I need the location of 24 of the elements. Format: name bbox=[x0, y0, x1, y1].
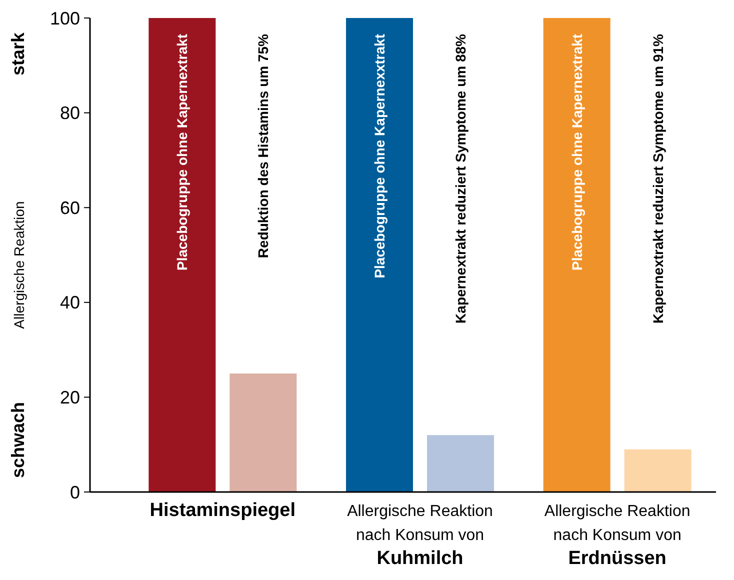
y-axis-title: Allergische Reaktion bbox=[11, 201, 27, 329]
bar bbox=[543, 18, 610, 492]
y-tick-label: 100 bbox=[50, 8, 80, 28]
text: stark bbox=[8, 31, 28, 76]
x-tick-label: Allergische Reaktion nach Konsum von Erdnüssen bbox=[544, 503, 690, 569]
bar bbox=[230, 374, 297, 492]
annotation: Kapernextrakt reduziert Symptome um 91% bbox=[650, 33, 666, 324]
bar bbox=[427, 435, 494, 492]
bar bbox=[624, 449, 692, 492]
bar bbox=[346, 18, 413, 492]
annotation: Placebogruppe ohne Kapernextrakt bbox=[568, 34, 585, 271]
x-tick-label: Allergische Reaktion nach Konsum von Kuhmilch bbox=[347, 503, 493, 569]
annotation: Kapernextrakt reduziert Symptome um 88% bbox=[452, 33, 468, 324]
y-tick-label: 40 bbox=[60, 292, 80, 313]
annotation: Placebogruppe ohne Kapernexxtrakt bbox=[372, 34, 388, 278]
bar bbox=[148, 18, 216, 492]
text: schwach bbox=[8, 402, 28, 478]
annotation: Reduktion des Histamins um 75% bbox=[255, 33, 272, 258]
x-tick-label: Histaminspiegel bbox=[150, 500, 296, 521]
y-tick-label: 80 bbox=[60, 103, 80, 124]
y-tick-label: 0 bbox=[70, 482, 80, 502]
annotation: Placebogruppe ohne Kapernextrakt bbox=[174, 34, 190, 271]
y-tick-label: 60 bbox=[60, 198, 80, 218]
y-tick-label: 20 bbox=[60, 388, 80, 408]
